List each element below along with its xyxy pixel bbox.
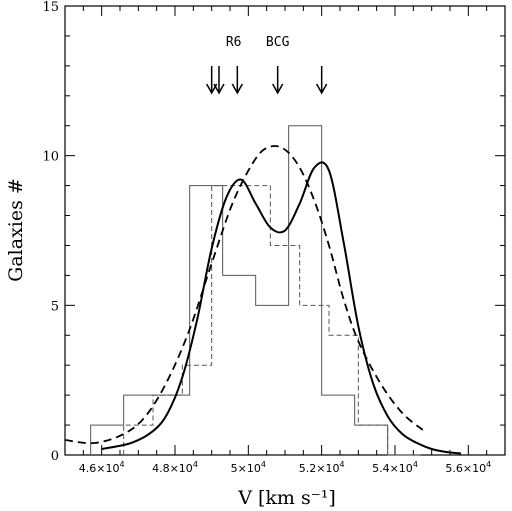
down-arrow-icon [272, 66, 284, 95]
x-tick-label: 5.4×104 [372, 460, 418, 475]
fit-curve-dashed [64, 145, 425, 445]
x-tick-label: 4.6×104 [79, 460, 125, 475]
y-axis-title: Galaxies # [5, 178, 27, 282]
x-tick-label: 5.6×104 [445, 460, 491, 475]
histogram-dashed-bars [123, 185, 389, 455]
down-arrow-icon [206, 66, 218, 95]
x-tick-labels: 4.6×104 4.8×104 5×104 5.2×104 5.4×104 5.6×104 [79, 460, 491, 475]
y-tick-label: 5 [51, 299, 59, 314]
x-axis-title: V [km s⁻¹] [237, 487, 336, 509]
histogram-solid [90, 125, 421, 456]
arrow-head [231, 83, 243, 95]
axis-ticks [64, 5, 506, 456]
y-tick-label: 10 [42, 150, 59, 165]
annotations: R6 BCG [226, 35, 290, 50]
down-arrow-icon [316, 66, 328, 95]
x-tick-label: 5×104 [231, 460, 266, 475]
arrow-head [272, 83, 284, 95]
x-tick-label: 4.8×104 [152, 460, 198, 475]
annotation-label: R6 [226, 35, 242, 50]
histogram-dashed [123, 185, 389, 455]
arrow-head [316, 83, 328, 95]
histogram-solid-bars [90, 125, 421, 456]
fit-curves [64, 145, 462, 455]
y-tick-label: 0 [51, 449, 59, 464]
velocity-arrows [206, 66, 328, 95]
arrow-head [213, 83, 225, 95]
y-tick-labels: 0 5 10 15 [42, 0, 59, 464]
down-arrow-icon [213, 66, 225, 95]
annotation-label: BCG [266, 35, 290, 50]
y-tick-label: 15 [42, 0, 59, 15]
fit-curve-solid [101, 161, 462, 455]
down-arrow-icon [231, 66, 243, 95]
x-tick-label: 5.2×104 [299, 460, 345, 475]
